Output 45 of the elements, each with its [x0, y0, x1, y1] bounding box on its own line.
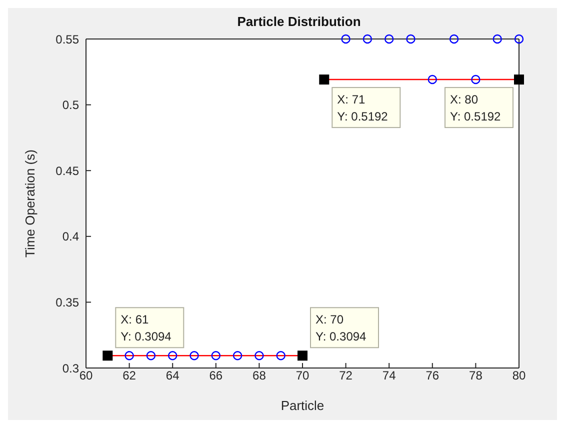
x-tick-label: 62 — [122, 368, 136, 383]
point — [168, 351, 178, 360]
point — [449, 34, 459, 44]
annotation: X: 70 Y: 0.3094 — [316, 312, 367, 344]
x-tick-label: 74 — [382, 368, 396, 383]
y-tick-label: 0.5 — [62, 98, 80, 112]
point — [362, 34, 372, 44]
y-tick-label: 0.35 — [56, 295, 80, 310]
point — [276, 351, 286, 360]
point — [190, 351, 199, 360]
y-axis-title: Time Operation (s) — [22, 150, 38, 258]
point — [298, 350, 308, 361]
x-tick-label: 66 — [209, 368, 223, 383]
point — [211, 351, 220, 360]
y-tick-label: 0.4 — [62, 230, 80, 244]
point — [471, 74, 480, 84]
chart-title: Particle Distribution — [236, 14, 362, 29]
point — [492, 34, 502, 44]
y-tick-label: 0.45 — [56, 164, 80, 178]
point — [102, 350, 113, 361]
point — [514, 74, 524, 85]
point — [514, 34, 524, 44]
x-tick-label: 64 — [166, 368, 180, 383]
x-tick-label: 60 — [79, 368, 93, 383]
annotation: X: 71 Y: 0.5192 — [337, 92, 388, 124]
x-tick-label: 68 — [252, 368, 266, 383]
point — [384, 34, 394, 44]
y-tick-label: 0.55 — [56, 32, 80, 46]
point — [232, 351, 242, 360]
annotation: X: 80 Y: 0.5192 — [450, 92, 502, 124]
point — [254, 351, 264, 360]
point — [341, 34, 350, 44]
point — [146, 351, 156, 360]
x-tick-label: 80 — [512, 368, 526, 383]
x-tick-label: 72 — [339, 368, 353, 383]
x-tick-label: 70 — [296, 368, 310, 383]
point — [406, 34, 416, 44]
point — [319, 74, 330, 85]
y-tick-label: 0.3 — [62, 361, 80, 376]
x-axis-title: Particle — [280, 398, 324, 413]
annotation: X: 61 Y: 0.3094 — [120, 312, 172, 344]
point — [428, 74, 437, 84]
point — [124, 351, 134, 360]
x-tick-label: 78 — [469, 368, 483, 383]
x-tick-label: 76 — [426, 368, 440, 383]
